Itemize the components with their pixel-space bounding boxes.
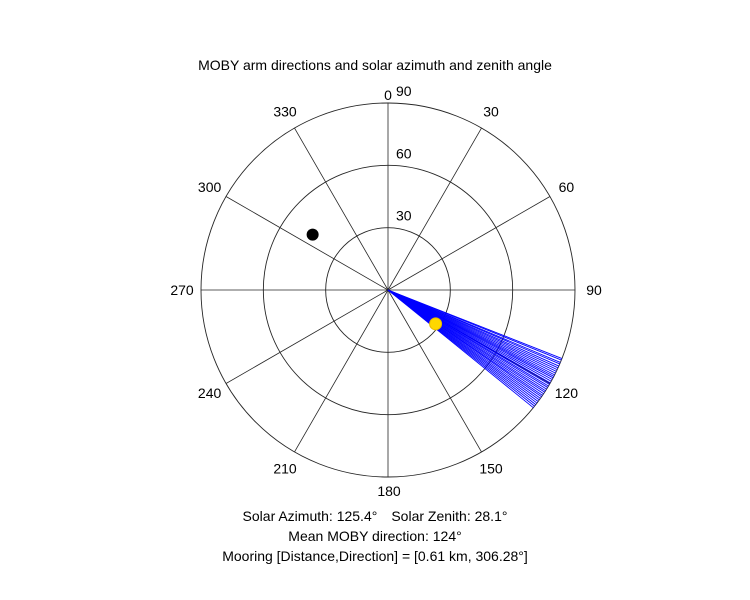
radial-label-90: 90 [396,83,412,99]
ring-90 [200,102,576,478]
ring-60 [262,164,514,416]
spoke-210 [294,289,389,453]
spoke-240 [225,289,389,384]
angle-label-270: 270 [170,282,194,298]
angle-label-90: 90 [586,282,602,298]
mooring-marker [306,228,319,241]
spoke-330 [294,127,389,291]
angle-label-120: 120 [555,385,579,401]
ring-30 [325,227,451,353]
arm-direction-lines [387,289,563,409]
angle-label-300: 300 [198,179,222,195]
spoke-60 [387,196,551,291]
angle-label-30: 30 [483,104,499,120]
solar-zenith-text: Solar Zenith: 28.1° [391,508,508,524]
solar-azimuth-text: Solar Azimuth: 125.4° [242,508,378,524]
angle-label-0: 0 [384,87,392,103]
markers [306,228,443,331]
angle-label-240: 240 [198,385,222,401]
solar-info-line: Solar Azimuth: 125.4° Solar Zenith: 28.1° [0,508,750,524]
angle-label-210: 210 [273,460,297,476]
spoke-30 [387,127,482,291]
chart-title: MOBY arm directions and solar azimuth an… [198,57,552,73]
radial-label-30: 30 [396,208,412,224]
angle-label-330: 330 [273,104,297,120]
polar-grid [200,102,576,478]
angle-label-150: 150 [479,460,503,476]
radial-label-60: 60 [396,145,412,161]
spoke-300 [225,196,389,291]
tick-labels: 0 30 60 90 120 150 180 210 240 270 300 330 30 60 90 [170,83,602,499]
angle-label-180: 180 [377,483,401,499]
angle-label-60: 60 [559,179,575,195]
mooring-text: Mooring [Distance,Direction] = [0.61 km,… [222,548,528,564]
mean-direction-text: Mean MOBY direction: 124° [288,528,462,544]
sun-marker [429,317,443,331]
spoke-150 [387,289,482,453]
arm-line-30 [387,289,534,409]
